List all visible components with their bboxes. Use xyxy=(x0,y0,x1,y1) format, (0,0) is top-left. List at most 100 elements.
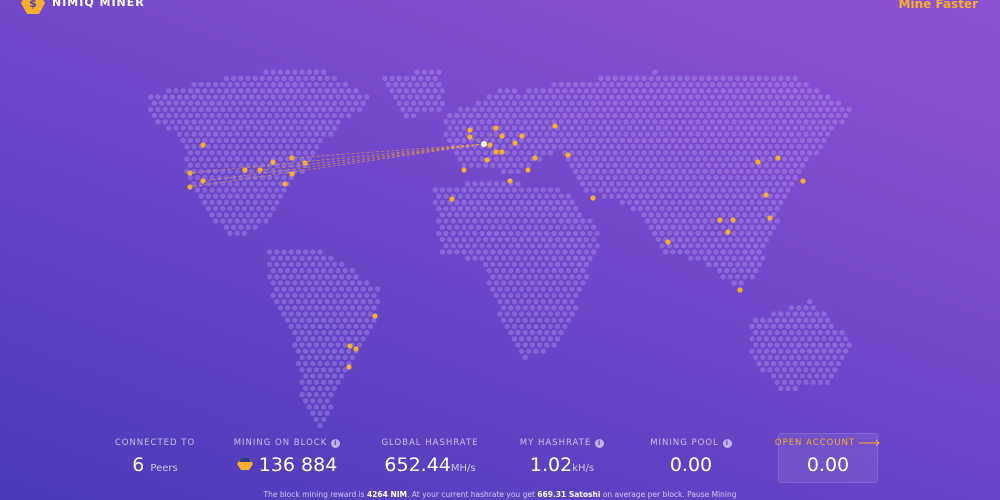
map-dot xyxy=(490,261,496,268)
map-dot xyxy=(266,75,273,82)
map-dot xyxy=(724,243,730,249)
stat[interactable]: OPEN ACCOUNT 0.00 xyxy=(763,438,893,476)
map-dot xyxy=(245,88,251,94)
map-dot xyxy=(580,255,586,261)
map-dot xyxy=(817,342,824,348)
map-dot xyxy=(220,205,226,212)
map-dot xyxy=(634,137,640,144)
info-icon[interactable]: i xyxy=(595,438,605,448)
map-dot xyxy=(691,150,698,156)
map-dot xyxy=(166,112,172,119)
map-dot xyxy=(508,94,514,100)
map-dot xyxy=(814,100,820,106)
map-dot xyxy=(572,305,579,311)
map-dot xyxy=(547,125,554,131)
map-dot xyxy=(335,354,341,361)
map-dot xyxy=(259,150,266,156)
map-dot xyxy=(436,69,442,75)
map-dot xyxy=(281,137,287,144)
map-dot xyxy=(695,156,701,162)
stat-label[interactable]: OPEN ACCOUNT xyxy=(774,438,856,448)
peer-dot xyxy=(200,178,206,184)
map-dot xyxy=(680,181,687,187)
map-dot xyxy=(799,373,806,379)
map-dot xyxy=(205,81,212,88)
map-dot xyxy=(320,317,327,323)
map-dot xyxy=(299,354,305,361)
map-dot xyxy=(738,230,744,237)
map-dot xyxy=(565,94,572,100)
map-dot xyxy=(572,205,579,212)
map-dot xyxy=(695,205,701,212)
map-dot xyxy=(565,193,572,199)
map-dot xyxy=(482,199,489,206)
map-dot xyxy=(655,137,662,144)
pause-link[interactable]: Pause Mining xyxy=(687,490,737,499)
map-dot xyxy=(511,187,518,193)
map-dot xyxy=(216,100,222,106)
map-dot xyxy=(756,199,762,206)
map-dot xyxy=(558,205,564,212)
map-dot xyxy=(328,119,334,125)
map-dot xyxy=(306,379,312,385)
map-dot xyxy=(670,88,676,94)
map-dot xyxy=(306,143,312,150)
map-dot xyxy=(662,174,669,181)
map-dot xyxy=(194,88,201,94)
map-dot xyxy=(162,119,168,125)
map-dot xyxy=(616,143,622,150)
map-dot xyxy=(612,100,618,106)
map-dot xyxy=(688,94,694,100)
map-dot xyxy=(342,292,348,299)
map-dot xyxy=(706,174,712,181)
map-dot xyxy=(835,100,842,106)
mine-faster[interactable]: Mine Faster xyxy=(898,0,978,11)
map-dot xyxy=(482,100,489,106)
map-dot xyxy=(342,354,348,361)
map-dot xyxy=(248,205,255,212)
map-dot xyxy=(544,119,550,125)
map-dot xyxy=(317,336,323,342)
map-dot xyxy=(288,249,294,255)
map-dot xyxy=(558,305,564,311)
map-dot xyxy=(457,131,464,137)
map-dot xyxy=(544,205,550,212)
info-icon[interactable]: i xyxy=(722,438,732,448)
map-dot xyxy=(306,391,312,398)
account-box[interactable] xyxy=(778,433,878,483)
map-dot xyxy=(691,249,698,255)
map-dot xyxy=(580,168,586,175)
map-dot xyxy=(724,106,730,113)
map-dot xyxy=(814,88,820,94)
map-dot xyxy=(194,162,201,168)
map-dot xyxy=(374,286,381,292)
map-dot xyxy=(212,168,219,175)
map-dot xyxy=(223,112,230,119)
map-dot xyxy=(796,305,802,311)
map-dot xyxy=(493,267,500,274)
info-icon[interactable]: i xyxy=(331,438,341,448)
map-dot xyxy=(684,212,690,218)
map-dot xyxy=(767,354,773,361)
map-dot xyxy=(547,274,554,280)
map-dot xyxy=(490,112,496,119)
map-dot xyxy=(536,267,543,274)
map-dot xyxy=(727,162,734,168)
map-dot xyxy=(230,224,237,230)
map-dot xyxy=(493,292,500,299)
map-dot xyxy=(720,187,726,193)
map-dot xyxy=(281,286,287,292)
map-dot xyxy=(688,156,694,162)
map-dot xyxy=(270,81,276,88)
map-dot xyxy=(515,280,521,286)
map-dot xyxy=(778,88,784,94)
map-dot xyxy=(587,230,593,237)
map-dot xyxy=(749,187,755,193)
map-dot xyxy=(511,199,518,206)
map-dot xyxy=(785,174,791,181)
map-dot xyxy=(526,236,532,243)
map-dot xyxy=(533,286,539,292)
map-dot xyxy=(551,131,557,137)
map-dot xyxy=(814,373,820,379)
map-dot xyxy=(436,81,442,88)
